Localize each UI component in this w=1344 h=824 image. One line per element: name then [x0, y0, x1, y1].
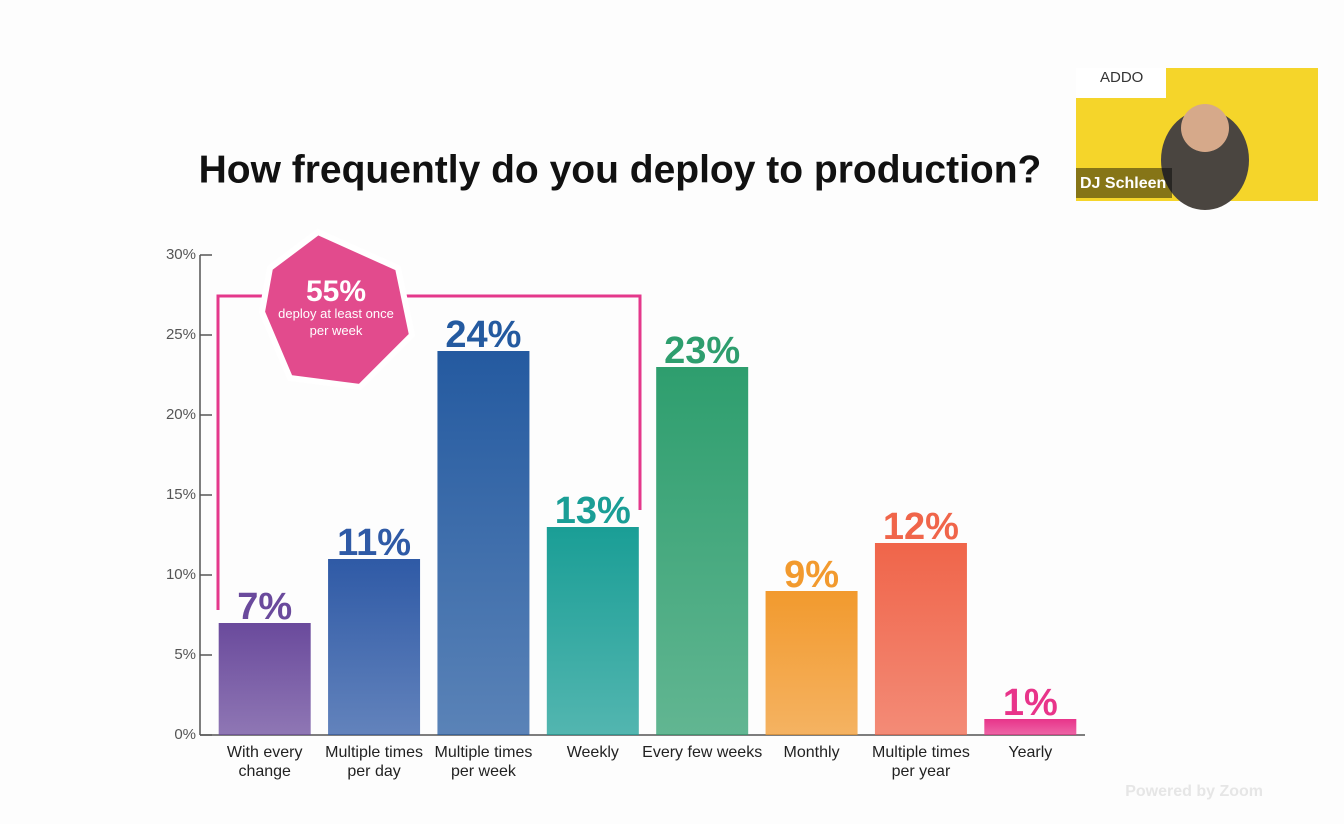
logo: ADDO [1100, 69, 1143, 86]
y-tick-label: 5% [174, 646, 196, 663]
value-label: 23% [664, 330, 740, 372]
value-label: 9% [784, 554, 839, 596]
value-label: 11% [337, 522, 411, 564]
name-bg [1076, 168, 1172, 198]
annotation-wrap: deploy at least once per week [278, 306, 394, 338]
value-label: 12% [883, 506, 959, 548]
value-label: 7% [237, 586, 292, 628]
value-label: 1% [1003, 682, 1058, 724]
y-tick-label: 20% [166, 406, 196, 423]
participant-name: DJ Schleen [1080, 175, 1166, 192]
bar [218, 623, 311, 735]
bracket [216, 294, 642, 610]
logo-bg [1076, 68, 1166, 98]
bar [328, 559, 421, 735]
y-tick-label: 10% [166, 566, 196, 583]
chart-title: How frequently do you deploy to producti… [199, 148, 1042, 191]
x-tick-label: Weekly [566, 744, 619, 761]
y-tick-label: 30% [166, 246, 196, 263]
x-tick-label: Multiple times per day [325, 744, 423, 780]
bar [437, 351, 530, 735]
y-tick-label: 15% [166, 486, 196, 503]
bar [874, 543, 967, 735]
bar [546, 527, 639, 735]
annotation-badge [258, 228, 416, 391]
y-tick-label: 25% [166, 326, 196, 343]
video-tile: ADDO DJ Schleen [1076, 68, 1318, 210]
x-tick-label: Monthly [783, 744, 840, 761]
annotation-headline: 55% [306, 275, 366, 308]
value-label: 24% [445, 314, 521, 356]
head [1181, 104, 1229, 152]
x-tick-label: Multiple times per year [872, 744, 970, 780]
watermark: Powered by Zoom [1125, 783, 1263, 800]
x-tick-label: Multiple times per week [434, 744, 533, 780]
x-tick-label: Yearly [1008, 744, 1053, 761]
bar [656, 367, 749, 735]
x-tick-label: Every few weeks [642, 744, 763, 761]
annotation-text: deploy at least once per week [278, 306, 394, 338]
value-label: 13% [555, 490, 631, 532]
y-tick-label: 0% [174, 726, 196, 743]
bar [984, 719, 1077, 735]
bar [765, 591, 858, 735]
x-tick-label: With every change [226, 744, 303, 780]
